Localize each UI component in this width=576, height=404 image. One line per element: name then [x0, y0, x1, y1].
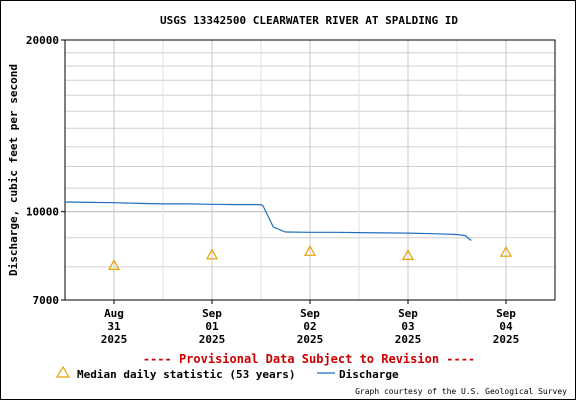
x-tick-label: Sep [496, 307, 516, 320]
credit-text: Graph courtesy of the U.S. Geological Su… [355, 387, 567, 396]
x-tick-label: Sep [202, 307, 222, 320]
x-tick-label: 03 [401, 320, 414, 333]
x-tick-label: 04 [499, 320, 513, 333]
legend: Median daily statistic (53 years) Discha… [55, 365, 399, 381]
median-marker [303, 245, 317, 256]
legend-discharge-label: Discharge [339, 368, 399, 381]
x-tick-label: 2025 [297, 333, 324, 346]
legend-median-label: Median daily statistic (53 years) [77, 368, 296, 381]
x-tick-label: 2025 [395, 333, 422, 346]
y-tick-label: 20000 [26, 34, 59, 47]
x-tick-label: Aug [104, 307, 124, 320]
chart-title: USGS 13342500 CLEARWATER RIVER AT SPALDI… [160, 14, 458, 27]
x-tick-label: 31 [107, 320, 121, 333]
x-tick-label: Sep [300, 307, 320, 320]
y-axis-label: Discharge, cubic feet per second [7, 64, 20, 276]
median-marker [499, 245, 513, 257]
x-tick-label: 2025 [493, 333, 520, 346]
x-tick-label: Sep [398, 307, 418, 320]
x-tick-label: 2025 [101, 333, 128, 346]
x-tick-label: 2025 [199, 333, 226, 346]
y-axis-ticks: 7000 10000 20000 [26, 34, 65, 307]
x-tick-label: 02 [303, 320, 316, 333]
grid-lines [64, 40, 556, 300]
discharge-line [64, 201, 472, 241]
legend-median-marker [55, 365, 71, 378]
x-axis-ticks: Aug312025Sep012025Sep022025Sep032025Sep0… [101, 300, 520, 346]
plot-area-border [64, 39, 556, 301]
x-tick-label: 01 [205, 320, 219, 333]
series-layer [64, 201, 513, 270]
y-tick-label: 10000 [26, 206, 59, 219]
provisional-note: ---- Provisional Data Subject to Revisio… [143, 352, 475, 366]
median-marker [205, 248, 219, 260]
median-marker [401, 249, 415, 260]
y-tick-label: 7000 [33, 294, 60, 307]
median-marker [107, 259, 121, 270]
